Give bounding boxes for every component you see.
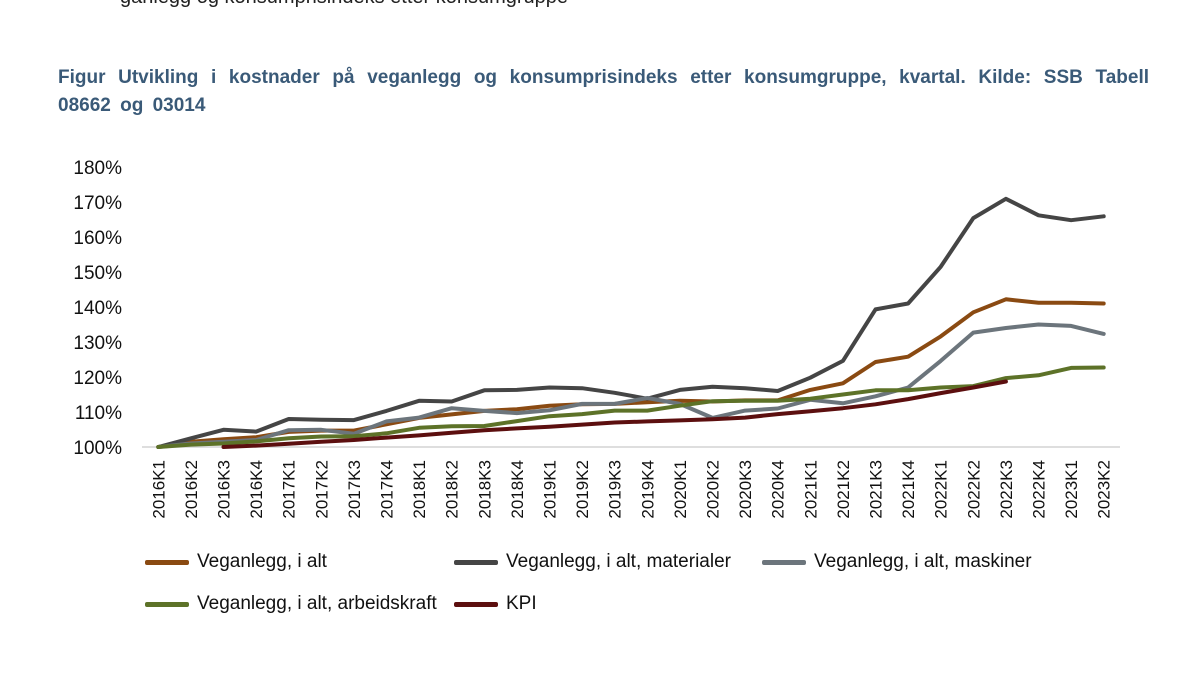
x-tick-label: 2017K3 (345, 460, 364, 519)
legend-item: Veganlegg, i alt, materialer (454, 551, 731, 573)
x-tick-label: 2022K3 (997, 460, 1016, 519)
x-tick-label: 2018K2 (443, 460, 462, 519)
x-tick-label: 2018K3 (475, 460, 494, 519)
x-tick-label: 2019K4 (638, 460, 657, 519)
y-axis-ticks: 100% 110% 120% 130% 140% 150% 160% 170% 180% (73, 158, 122, 459)
x-tick-label: 2018K1 (410, 460, 429, 519)
x-tick-label: 2021K3 (867, 460, 886, 519)
legend-swatch (145, 559, 189, 565)
x-tick-label: 2017K1 (280, 460, 299, 519)
y-tick-label: 150% (73, 263, 122, 284)
x-tick-label: 2016K3 (215, 460, 234, 519)
series-line-1 (156, 297, 1106, 449)
legend-label: Veganlegg, i alt, arbeidskraft (197, 593, 437, 614)
x-tick-label: 2018K4 (508, 460, 527, 519)
y-tick-label: 110% (75, 403, 122, 424)
series-line-2 (156, 196, 1106, 449)
x-tick-label: 2017K2 (312, 460, 331, 519)
chart-title: Figur Utvikling i kostnader på veganlegg… (58, 67, 1149, 116)
legend-label: Veganlegg, i alt, materialer (506, 551, 731, 572)
y-tick-label: 100% (73, 438, 122, 459)
legend-label: Veganlegg, i alt, maskiner (814, 551, 1032, 572)
header-fragment: ganlegg og konsumprisindeks etter konsum… (120, 0, 568, 9)
series-line-5 (221, 379, 1008, 449)
x-tick-label: 2021K2 (834, 460, 853, 519)
legend-label: Veganlegg, i alt (197, 551, 327, 572)
x-tick-label: 2019K3 (606, 460, 625, 519)
x-tick-label: 2023K1 (1062, 460, 1081, 519)
legend-swatch (762, 559, 806, 565)
x-tick-label: 2022K2 (964, 460, 983, 519)
x-tick-label: 2019K1 (541, 460, 560, 519)
legend-item: KPI (454, 593, 537, 615)
legend-swatch (454, 559, 498, 565)
x-tick-label: 2019K2 (573, 460, 592, 519)
series-line-3 (156, 322, 1106, 449)
x-tick-label: 2021K4 (899, 460, 918, 519)
series-lines (156, 196, 1106, 449)
x-tick-label: 2020K2 (704, 460, 723, 519)
legend-label: KPI (506, 593, 537, 614)
legend-swatch (145, 601, 189, 607)
y-tick-label: 160% (73, 228, 122, 249)
y-tick-label: 170% (73, 193, 122, 214)
legend-item: Veganlegg, i alt (145, 551, 327, 573)
y-tick-label: 130% (73, 333, 122, 354)
x-tick-label: 2020K4 (769, 460, 788, 519)
legend-item: Veganlegg, i alt, maskiner (762, 551, 1032, 573)
x-tick-label: 2020K1 (671, 460, 690, 519)
x-tick-label: 2023K2 (1095, 460, 1114, 519)
x-tick-label: 2016K2 (182, 460, 201, 519)
legend-item: Veganlegg, i alt, arbeidskraft (145, 593, 437, 615)
y-tick-label: 180% (73, 158, 122, 179)
x-axis-ticks: 2016K1 2016K2 2016K3 2016K4 2017K1 2017K2 2017… (149, 460, 1113, 519)
y-tick-label: 120% (73, 368, 122, 389)
x-tick-label: 2017K4 (378, 460, 397, 519)
x-tick-label: 2016K1 (149, 460, 168, 519)
x-tick-label: 2022K4 (1030, 460, 1049, 519)
x-tick-label: 2016K4 (247, 460, 266, 519)
series-line-4 (156, 365, 1106, 449)
legend-swatch (454, 601, 498, 607)
x-tick-label: 2021K1 (801, 460, 820, 519)
y-tick-label: 140% (73, 298, 122, 319)
x-tick-label: 2022K1 (932, 460, 951, 519)
x-tick-label: 2020K3 (736, 460, 755, 519)
